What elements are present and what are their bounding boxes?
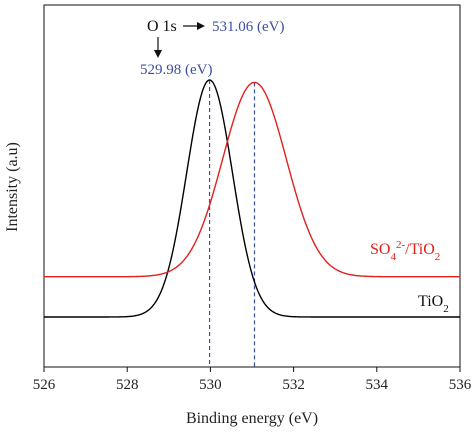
x-tick-label: 534 <box>366 377 389 393</box>
x-tick-label: 532 <box>282 377 305 393</box>
series-label-so4-tio2: SO42-/TiO2 <box>370 239 440 263</box>
x-tick-label: 530 <box>199 377 222 393</box>
series-line-so4-tio2 <box>44 81 460 278</box>
series-line-tio2 <box>44 79 460 318</box>
x-axis-ticks: 526 528 530 532 534 536 <box>33 367 472 393</box>
annotation-core-level: O 1s <box>147 18 177 35</box>
x-tick-label: 536 <box>449 377 472 393</box>
annotation-peak-tio2: 529.98 (eV) <box>140 62 212 78</box>
y-axis-label: Intensity (a.u) <box>4 142 21 232</box>
x-axis-label: Binding energy (eV) <box>186 410 318 427</box>
x-tick-label: 526 <box>33 377 56 393</box>
plot-frame <box>43 4 461 368</box>
annotation-peak-so4: 531.06 (eV) <box>212 19 284 35</box>
series-label-tio2: TiO2 <box>418 293 449 315</box>
x-tick-label: 528 <box>116 377 139 393</box>
